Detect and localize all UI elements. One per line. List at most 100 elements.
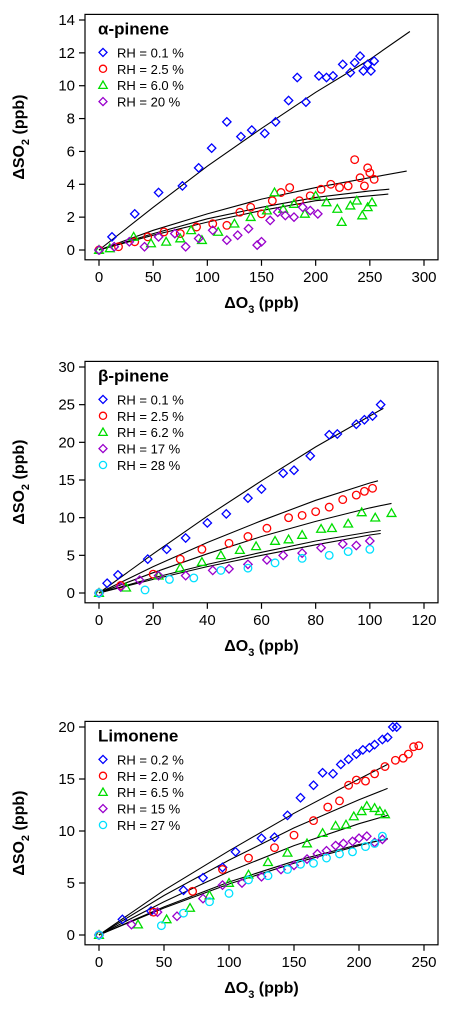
data-point [218, 865, 227, 874]
x-tick-label: 0 [95, 954, 103, 971]
data-point [377, 831, 387, 841]
x-tick-label: 120 [411, 612, 436, 629]
legend-marker [98, 443, 108, 454]
data-point [221, 235, 232, 246]
data-point [294, 196, 304, 206]
data-point [369, 174, 379, 184]
panel-title: Limonene [98, 726, 178, 745]
x-tick-label: 150 [281, 954, 306, 971]
data-point [197, 872, 209, 883]
data-point [242, 492, 254, 504]
data-point [243, 563, 253, 573]
data-point [299, 208, 311, 218]
data-point [347, 836, 358, 847]
data-point [270, 843, 279, 853]
data-point [285, 183, 295, 193]
data-point [142, 553, 153, 565]
data-point [242, 868, 255, 879]
data-point [330, 840, 341, 851]
x-tick-label: 250 [411, 954, 436, 971]
data-point [356, 506, 368, 517]
data-point [193, 162, 204, 173]
data-point [217, 879, 228, 891]
data-point [338, 495, 348, 505]
data-point [256, 236, 267, 247]
data-point [250, 540, 262, 551]
data-point [216, 565, 226, 575]
data-point [179, 908, 188, 918]
legend-marker [98, 820, 108, 830]
data-point [324, 502, 334, 512]
data-point [398, 753, 408, 763]
legend-label: RH = 6.5 % [117, 785, 184, 800]
data-point [246, 202, 256, 212]
data-point [192, 222, 201, 232]
panel-limonene: 0 50 100 150 200 250 0 5 10 15 20 ΔO3 (ppb) ΔSO2 (pp… [11, 719, 439, 1001]
data-point [338, 838, 349, 849]
data-point [370, 839, 380, 848]
x-tick-label: 60 [253, 612, 270, 629]
data-point [369, 511, 381, 522]
data-point [351, 540, 362, 551]
y-tick-label: 20 [58, 434, 75, 451]
data-point [256, 833, 267, 844]
y-tick-label: 14 [58, 12, 75, 29]
y-tick-label: 30 [58, 359, 75, 376]
data-point [308, 780, 319, 791]
data-point [364, 535, 375, 547]
data-point [272, 207, 283, 218]
x-tick-label: 100 [216, 954, 241, 971]
data-point [359, 181, 369, 191]
data-point [106, 231, 118, 242]
data-point [332, 428, 343, 440]
data-point [331, 203, 343, 213]
fit-line [98, 170, 407, 251]
data-point [269, 832, 280, 843]
data-point [270, 558, 280, 568]
data-point [377, 734, 388, 745]
data-point [296, 529, 308, 539]
data-point [262, 523, 272, 533]
data-point [243, 223, 254, 234]
x-tick-label: 80 [307, 612, 324, 629]
x-axis-label: ΔO3 (ppb) [224, 638, 299, 659]
data-point [309, 858, 318, 868]
data-point [365, 544, 375, 554]
legend-label: RH = 0.1 % [117, 45, 184, 60]
data-point [362, 201, 374, 212]
data-point [180, 241, 191, 252]
data-point [289, 830, 299, 840]
x-axis-label: ΔO3 (ppb) [224, 295, 299, 316]
data-point [207, 565, 218, 576]
data-point [288, 198, 300, 208]
x-tick-label: 100 [357, 612, 382, 629]
data-point [355, 173, 365, 183]
data-point [230, 846, 241, 857]
data-point [244, 853, 253, 863]
data-point [93, 244, 105, 256]
data-point [178, 885, 189, 896]
x-tick-label: 250 [357, 269, 382, 286]
data-point [380, 762, 390, 771]
data-point [202, 517, 213, 529]
data-point [335, 849, 344, 859]
y-tick-label: 15 [58, 771, 75, 788]
x-tick-label: 150 [249, 269, 274, 286]
data-point [124, 236, 135, 247]
data-point [177, 180, 188, 192]
data-point [313, 70, 325, 81]
data-point [337, 538, 348, 550]
data-point [297, 510, 307, 520]
data-point [297, 553, 307, 563]
data-point [245, 211, 257, 222]
data-point [244, 875, 253, 885]
data-point [387, 721, 398, 733]
data-point [174, 562, 186, 573]
data-point [362, 59, 373, 70]
data-point [159, 227, 169, 237]
data-point [149, 907, 159, 917]
legend-label: RH = 17 % [117, 442, 181, 457]
data-point [197, 893, 209, 904]
data-point [268, 186, 281, 197]
y-tick-label: 25 [58, 397, 75, 414]
